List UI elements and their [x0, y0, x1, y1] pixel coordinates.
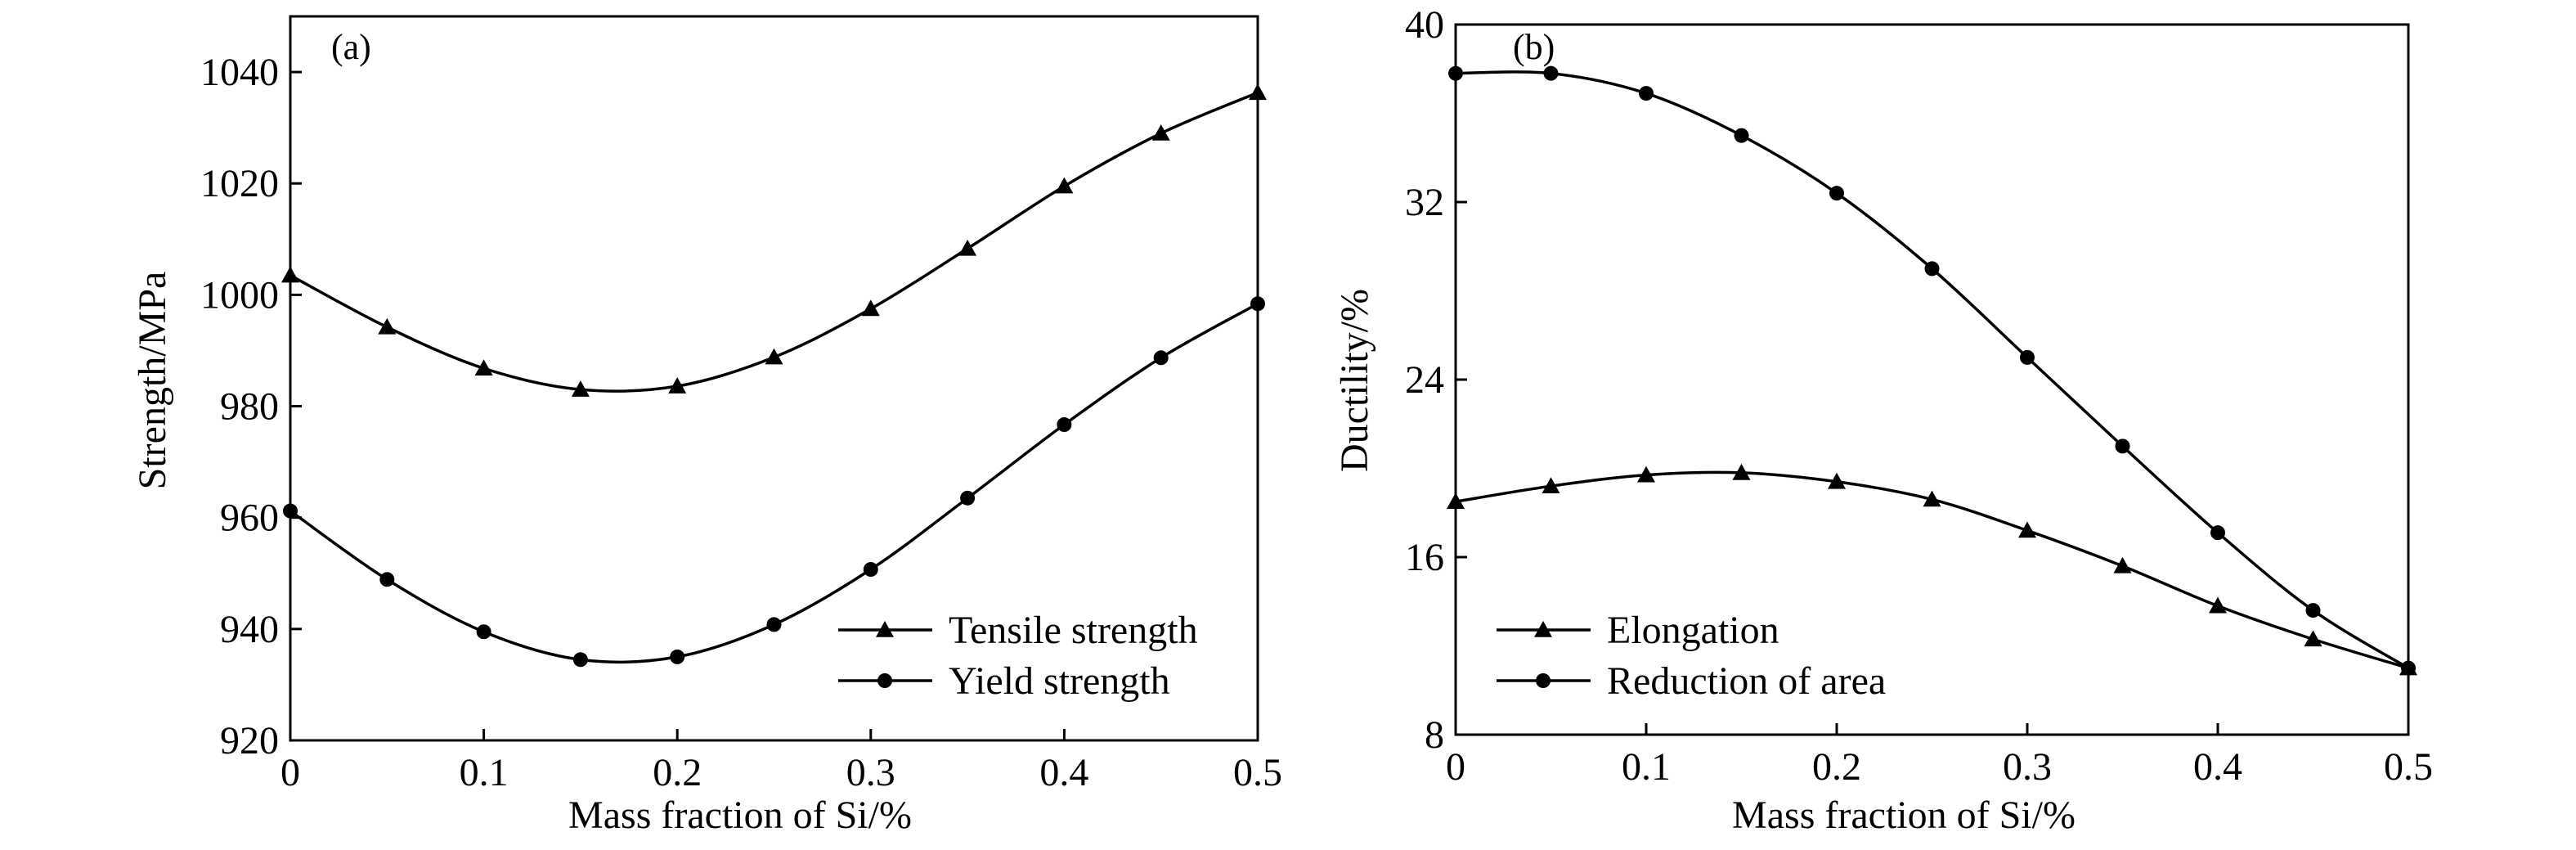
panel-b-elongation-point [2018, 521, 2036, 538]
panel-b-reduction-of-area-point [2401, 660, 2416, 676]
panel-b-reduction-of-area-point [2020, 349, 2035, 365]
panel-b-reduction-of-area-point [2115, 438, 2130, 454]
panel-b-axes: 0 0.1 0.2 0.3 0.4 0.5 8 16 24 32 40 [1405, 3, 2433, 789]
panel-b-elongation-point [1732, 463, 1751, 480]
panel-a-yield-strength-point [379, 572, 395, 587]
panel-a-axes: 0 0.1 0.2 0.3 0.4 0.5 920 940 960 980 1000 1020 1040 [200, 51, 1282, 794]
panel-a-legend-tensile-strength-label: Tensile strength [949, 609, 1198, 652]
panel-b-elongation-line [1455, 470, 2409, 670]
panel-a-y-tick-label: 1020 [200, 162, 279, 205]
panel-b-x-tick-label: 0.3 [2003, 745, 2052, 789]
panel-b-x-tick-label: 0.5 [2384, 745, 2433, 789]
panel-a-x-tick-label: 0.2 [653, 751, 702, 794]
panel-b-reduction-of-area-point [2210, 525, 2225, 541]
panel-b-y-tick-label: 16 [1405, 536, 1444, 579]
panel-a-tensile-strength-point [1249, 83, 1267, 101]
panel-b-elongation-point [2209, 596, 2227, 614]
panel-a-y-tick-label: 980 [220, 385, 279, 429]
panel-a-y-tick-label: 1040 [200, 51, 279, 94]
panel-b-y-tick-label: 24 [1405, 358, 1444, 402]
panel-b-x-tick-label: 0.4 [2193, 745, 2242, 789]
panel-a-x-tick-label: 0.5 [1233, 751, 1282, 794]
panel-b-legend-reduction-of-area-marker [1536, 673, 1551, 688]
panel-b-series [1447, 65, 2417, 676]
panel-b-x-tick-label: 0 [1446, 745, 1465, 789]
panel-a-tensile-strength-point [474, 359, 493, 376]
panel-a-yield-strength-point [670, 649, 685, 664]
panel-b-x-axis-title: Mass fraction of Si/% [1732, 794, 2076, 837]
panel-b-elongation-point [2113, 556, 2132, 573]
panel-a-x-axis-title: Mass fraction of Si/% [568, 794, 912, 837]
panel-b-reduction-of-area-point [1924, 261, 1940, 277]
panel-a-x-tick-label: 0 [280, 751, 300, 794]
panel-b-legend: Elongation Reduction of area [1497, 609, 1886, 703]
panel-a-tensile-strength-point [668, 377, 687, 394]
panel-a-x-tick-label: 0.3 [846, 751, 895, 794]
panel-a-label: (a) [331, 27, 371, 67]
panel-b: 0 0.1 0.2 0.3 0.4 0.5 8 16 24 32 40 (b) Mass fract… [1333, 3, 2433, 837]
panel-b-reduction-of-area-point [1639, 86, 1654, 101]
panel-b-reduction-of-area-point [2305, 603, 2321, 618]
panel-a-tensile-strength-point [281, 266, 299, 283]
panel-a-y-tick-label: 940 [220, 608, 279, 651]
panel-b-label: (b) [1513, 27, 1555, 67]
panel-a-tensile-strength-line [289, 91, 1259, 393]
panel-a-tensile-strength-point [958, 239, 977, 256]
panel-a-plot-frame [289, 15, 1259, 742]
panel-a-tensile-strength-point [571, 380, 590, 397]
panel-a-yield-strength-point [960, 490, 976, 506]
panel-b-legend-elongation-label: Elongation [1607, 609, 1779, 652]
panel-b-legend-reduction-of-area-label: Reduction of area [1607, 659, 1886, 703]
panel-a-tensile-strength-point [378, 317, 397, 335]
panel-b-reduction-of-area-point [1829, 186, 1844, 201]
panel-b-legend-elongation-marker [1534, 621, 1552, 637]
panel-a-y-tick-label: 1000 [200, 273, 279, 317]
panel-b-y-tick-label: 40 [1405, 3, 1444, 47]
panel-a-yield-strength-point [476, 624, 491, 640]
panel-b-x-tick-label: 0.2 [1812, 745, 1861, 789]
panel-b-elongation-point [1923, 490, 1941, 507]
panel-a-legend: Tensile strength Yield strength [838, 609, 1198, 703]
panel-a-tensile-strength-point [1151, 124, 1170, 141]
panel-a-tensile-strength-point [861, 299, 880, 317]
panel-b-elongation-point [1637, 465, 1655, 483]
panel-b-elongation-point [1542, 477, 1560, 493]
panel-b-elongation-point [2304, 630, 2322, 647]
panel-b-reduction-of-area-point [1734, 128, 1749, 143]
panel-b-reduction-of-area-point [1543, 65, 1559, 81]
panel-a-yield-strength-point [766, 617, 782, 632]
panel-a-yield-strength-point [1153, 350, 1169, 366]
panel-b-y-tick-label: 32 [1405, 181, 1444, 224]
panel-a-y-tick-label: 920 [220, 719, 279, 762]
panel-a-x-tick-label: 0.1 [460, 751, 509, 794]
panel-b-reduction-of-area-line [1455, 70, 2409, 670]
panel-a-legend-tensile-strength-marker [876, 621, 894, 637]
panel-a-tensile-strength-point [765, 348, 783, 365]
panel-a-series [281, 83, 1267, 668]
panel-b-plot-frame [1454, 23, 2410, 736]
panel-a-yield-strength-point [1250, 296, 1265, 312]
panel-a-y-tick-label: 960 [220, 497, 279, 540]
panel-b-elongation-point [1447, 492, 1465, 509]
panel-b-reduction-of-area-point [1448, 65, 1463, 81]
panel-a-y-axis-title: Strength/MPa [131, 272, 174, 490]
panel-a-legend-yield-strength-label: Yield strength [949, 659, 1170, 703]
panel-a-x-tick-label: 0.4 [1039, 751, 1088, 794]
panel-b-y-axis-title: Ductility/% [1333, 289, 1376, 472]
panel-a-yield-strength-point [1057, 417, 1072, 433]
panel-a: 0 0.1 0.2 0.3 0.4 0.5 920 940 960 980 1000 1020 1040… [131, 15, 1282, 837]
panel-b-elongation-point [1828, 472, 1846, 489]
panel-b-x-tick-label: 0.1 [1622, 745, 1671, 789]
panel-a-legend-yield-strength-marker [877, 673, 892, 688]
panel-a-yield-strength-point [863, 562, 878, 578]
panel-b-y-tick-label: 8 [1425, 713, 1444, 757]
panel-a-yield-strength-point [283, 503, 298, 519]
panel-a-yield-strength-point [572, 652, 588, 668]
panel-a-tensile-strength-point [1055, 177, 1074, 194]
